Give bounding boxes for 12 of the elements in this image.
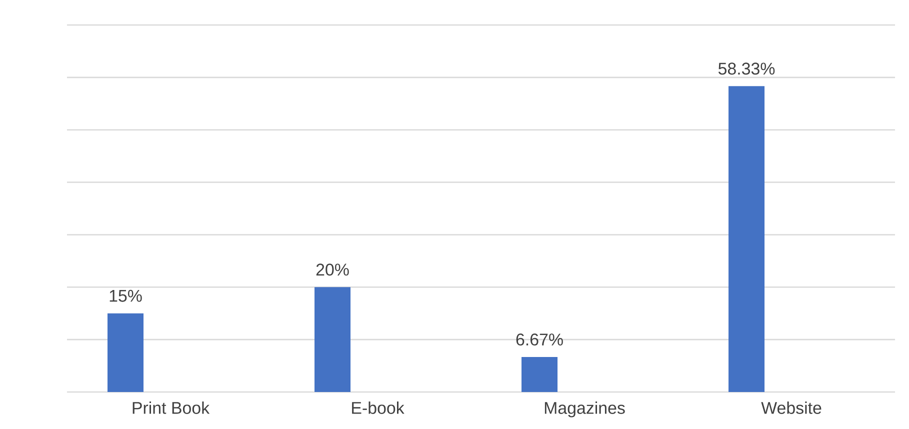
data-label: 6.67% (516, 334, 563, 346)
x-tick-label: Magazines (544, 402, 625, 418)
bar (314, 287, 351, 392)
bar (728, 86, 765, 392)
x-tick-label: Print Book (132, 402, 210, 414)
data-label: 20% (316, 264, 349, 276)
data-label: 58.33% (718, 62, 775, 75)
x-tick-label: Website (761, 402, 822, 414)
bar (522, 357, 558, 392)
x-tick-label: E-book (352, 402, 404, 414)
data-label: 15% (110, 290, 142, 302)
bar (108, 313, 144, 392)
